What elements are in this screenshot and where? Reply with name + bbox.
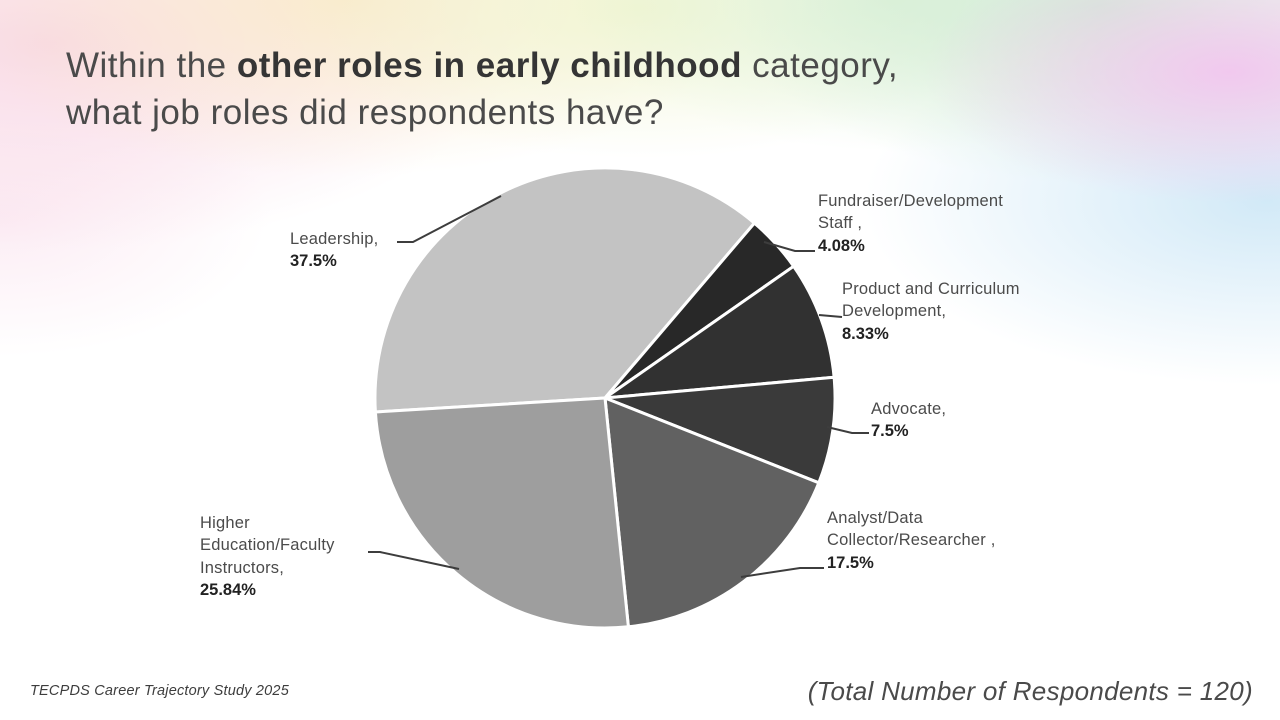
slice-label-percentage: 4.08% [818, 236, 865, 255]
slice-label-leadership: Leadership, 37.5% [290, 228, 378, 273]
slice-label-product-curriculum-development: Product and Curriculum Development, 8.33% [842, 278, 1020, 345]
leader-line-higher-education-faculty-instructors [368, 551, 460, 570]
pie-slice-leadership [373, 166, 756, 414]
slice-label-percentage: 8.33% [842, 324, 889, 343]
slice-label-higher-education-faculty-instructors: Higher Education/Faculty Instructors, 25.84… [200, 512, 335, 602]
title-line2: what job roles did respondents have? [66, 93, 664, 132]
leader-line-fundraiser-development-staff [763, 241, 815, 252]
pie-slice-product-curriculum-development [603, 264, 836, 400]
title-prefix: Within the [66, 46, 237, 85]
pie-slice-advocate [603, 375, 837, 485]
slice-label-text: Higher [200, 514, 250, 532]
pie-slice-higher-education-faculty-instructors [373, 396, 630, 630]
slice-label-text: Fundraiser/Development [818, 192, 1004, 210]
slice-label-advocate: Advocate, 7.5% [871, 398, 946, 443]
slice-label-percentage: 25.84% [200, 581, 256, 600]
title-bold-phrase: other roles in early childhood [236, 46, 742, 85]
leader-line-leadership [397, 195, 502, 243]
footer-study-credit: TECPDS Career Trajectory Study 2025 [30, 683, 289, 699]
footer-total-respondents: (Total Number of Respondents = 120) [807, 676, 1253, 706]
slice-label-percentage: 17.5% [827, 553, 874, 572]
slice-label-text: Development, [842, 302, 947, 321]
slice-label-percentage: 7.5% [871, 422, 909, 441]
leader-line-product-curriculum-development [818, 314, 843, 318]
slice-label-text: Leadership, [290, 230, 379, 248]
slide-title: Within the other roles in early childhoo… [66, 42, 1226, 136]
slice-label-text: Analyst/Data [827, 509, 923, 527]
pie-slice-analyst-data-collector-researcher [603, 396, 821, 629]
slice-label-text: Advocate, [871, 400, 947, 418]
slice-label-analyst-data-collector-researcher: Analyst/Data Collector/Researcher , 17.5% [827, 507, 996, 574]
leader-line-analyst-data-collector-researcher [740, 567, 824, 578]
slice-label-percentage: 37.5% [290, 252, 337, 271]
slice-label-text: Instructors, [200, 558, 285, 577]
leader-line-advocate [826, 426, 869, 434]
slice-label-text: Staff , [818, 214, 863, 233]
slice-label-text: Education/Faculty [200, 536, 335, 555]
slice-label-text: Collector/Researcher , [827, 531, 996, 550]
title-suffix: category, [741, 46, 899, 85]
slice-label-text: Product and Curriculum [842, 280, 1020, 298]
slice-label-fundraiser-development-staff: Fundraiser/Development Staff , 4.08% [818, 190, 1003, 257]
